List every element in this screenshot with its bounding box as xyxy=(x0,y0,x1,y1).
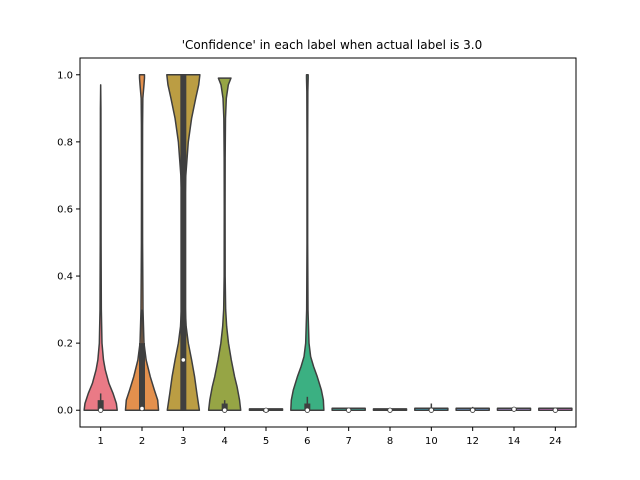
median-5 xyxy=(263,407,269,413)
x-tick-label: 2 xyxy=(139,436,145,447)
x-tick-label: 14 xyxy=(508,436,521,447)
y-tick-label: 0.4 xyxy=(57,272,73,283)
box-2 xyxy=(139,343,145,411)
x-tick-label: 7 xyxy=(345,436,351,447)
y-tick-label: 0.8 xyxy=(57,137,73,148)
x-tick-label: 4 xyxy=(221,436,227,447)
violin-6 xyxy=(290,74,325,411)
chart-title: 'Confidence' in each label when actual l… xyxy=(182,38,483,52)
y-tick-label: 0.2 xyxy=(57,339,73,350)
median-3 xyxy=(180,357,186,363)
median-1 xyxy=(98,407,104,413)
median-2 xyxy=(139,405,145,412)
violin-1 xyxy=(83,84,118,411)
x-tick-label: 5 xyxy=(263,436,269,447)
x-tick-label: 12 xyxy=(466,436,479,447)
violin-4 xyxy=(207,77,242,411)
y-tick-label: 0.6 xyxy=(57,204,73,215)
x-axis: 1 2 3 4 5 6 7 8 10 12 14 24 xyxy=(97,427,562,447)
x-tick-label: 3 xyxy=(180,436,186,447)
x-tick-label: 6 xyxy=(304,436,310,447)
y-tick-label: 0.0 xyxy=(57,406,73,417)
plot-frame xyxy=(79,57,577,428)
boxes-layer xyxy=(97,74,559,413)
box-6 xyxy=(304,403,311,411)
median-14 xyxy=(511,406,517,412)
y-tick-label: 1.0 xyxy=(57,70,73,81)
median-24 xyxy=(552,407,558,413)
median-12 xyxy=(470,407,476,413)
x-tick-label: 10 xyxy=(425,436,438,447)
x-tick-label: 8 xyxy=(387,436,393,447)
median-10 xyxy=(428,407,434,413)
box-1 xyxy=(97,400,104,411)
median-7 xyxy=(346,407,352,413)
median-4 xyxy=(222,407,228,413)
box-4 xyxy=(221,403,228,411)
x-tick-label: 24 xyxy=(549,436,562,447)
y-axis: 0.0 0.2 0.4 0.6 0.8 1.0 xyxy=(57,70,80,417)
box-3 xyxy=(180,74,187,411)
median-8 xyxy=(387,407,393,413)
violins-layer xyxy=(83,74,573,411)
median-6 xyxy=(304,407,310,413)
x-tick-label: 1 xyxy=(97,436,103,447)
